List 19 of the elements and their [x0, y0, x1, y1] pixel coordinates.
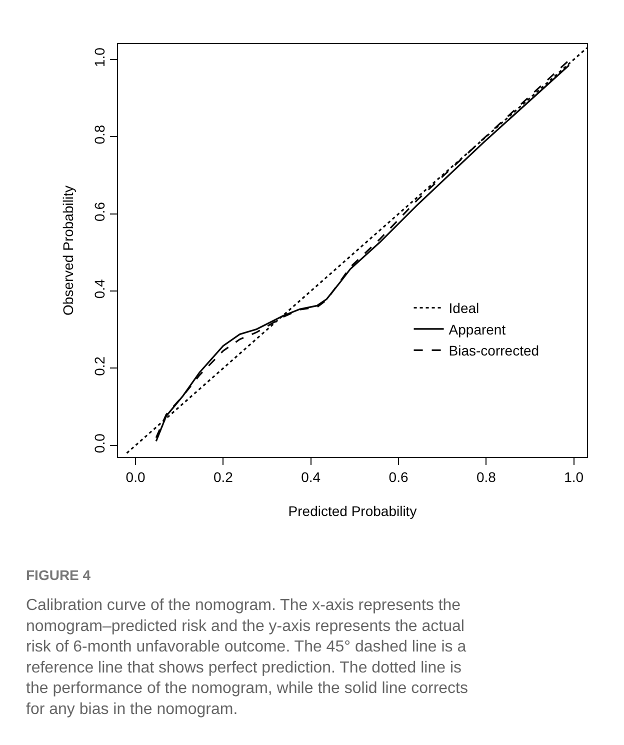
y-tick-label: 1.0	[91, 47, 108, 68]
x-tick-label: 0.2	[213, 468, 234, 485]
x-tick-label: 0.6	[388, 468, 408, 485]
legend-label: Bias-corrected	[448, 342, 540, 359]
x-tick-label: 1.0	[564, 468, 584, 485]
y-axis-title: Observed Probability	[60, 186, 76, 316]
y-tick-label: 0.6	[91, 202, 108, 222]
y-tick-label: 0.4	[91, 278, 108, 299]
x-tick-label: 0.4	[301, 468, 321, 485]
y-tick-label: 0.8	[91, 124, 108, 144]
text: Calibration curve of the nomogram. The x-axis represents the nomogram–predicted risk and the y-axis represents the actual risk of 6-month unfavorable outcome. The 45° dashed line is a reference line that shows perfect prediction. The dotted line is the performance of the nomogram, while the solid line corrects for any bias in the nomogram.	[26, 597, 468, 718]
y-tick-label: 0.0	[91, 433, 108, 454]
x-axis-title: Predicted Probability	[288, 503, 417, 520]
legend-label: Ideal	[448, 300, 480, 316]
x-tick-label: 0.0	[126, 468, 146, 485]
y-tick-label: 0.2	[91, 356, 108, 376]
legend-label: Apparent	[448, 321, 506, 338]
x-tick-label: 0.8	[476, 468, 496, 485]
caption: FIGURE 4	[26, 567, 91, 583]
